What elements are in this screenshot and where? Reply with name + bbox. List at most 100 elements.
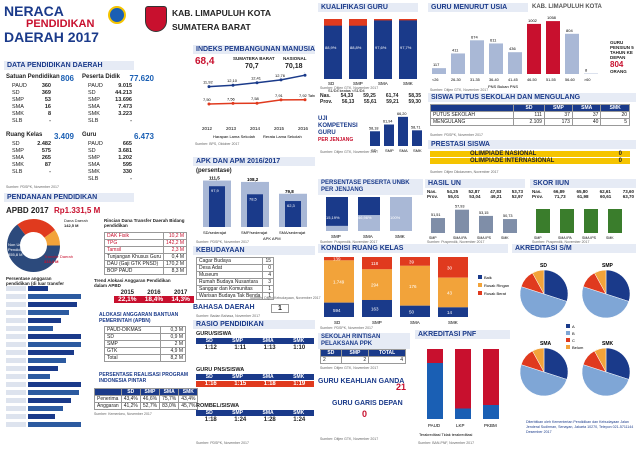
mini-row-cell: 63,70 [622, 194, 634, 199]
putus-col-header: SMP [543, 104, 573, 112]
ukg-category: SMA [399, 148, 408, 153]
apbd-donut-chart [7, 219, 60, 272]
akreditasi-legend-label: Belum [572, 345, 584, 350]
usia-category: 51-55 [546, 78, 556, 82]
prestasi-source: Sumber: Ditjen Dikdasmen, November 2017 [430, 170, 499, 174]
ukg-row-cell: 54,33 [340, 93, 354, 99]
kual-value: 97,6% [375, 45, 387, 50]
title-line2: PENDIDIKAN [26, 18, 95, 30]
rasio-value: 1:16 [204, 381, 217, 387]
siswa-row: SD 44.213 [88, 90, 132, 97]
pnf-category: PAUD [428, 423, 441, 428]
putus-cell: 20 [600, 111, 630, 119]
rincian-row: Tamsil 2,3 M [103, 246, 188, 254]
usia-bar [527, 23, 541, 74]
pct-label-bg [6, 390, 26, 395]
rasio-value: 1:19 [293, 381, 306, 387]
trend-cell: 2017 [173, 290, 188, 296]
ipm-label-bottom: 7,91 [275, 93, 284, 98]
guru-row: SMP 1.202 [88, 155, 132, 162]
satuan-row: SMK 8 [12, 111, 51, 118]
prestasi-cell: OLIMPIADE NASIONAL [470, 151, 537, 157]
satuan-row-label: SMA [12, 104, 24, 110]
kebudayaan-cell: 1 [262, 285, 274, 293]
pct-label-bg [6, 374, 26, 379]
ipm-value: 68,4 [195, 56, 215, 67]
usia-category: 41-45 [508, 78, 518, 82]
ukg-row-cell: 56,13 [341, 99, 355, 105]
ipm-point-bottom [303, 98, 307, 102]
guru-row: SLB - [88, 176, 132, 183]
akreditasi-pie-title: SMA [540, 341, 552, 347]
ipm-label-bottom: 7,58 [251, 96, 260, 101]
apk-bar-chart: 111,5 97,9 SD/sederajat 108,2 78,5 SMP/sedera… [203, 176, 307, 240]
apk-header: APK DAN APM 2016/2017 [193, 157, 315, 166]
mini-row-cell: 62,61 [599, 189, 611, 194]
prestasi-cell: 0 [618, 158, 622, 164]
mini-category: SMA IPA [558, 236, 572, 240]
trend-title: Trend Alokasi Anggaran Pendidikan dalam … [94, 278, 171, 288]
ukg-row-cell: 59,25 [363, 93, 376, 99]
realisasi-cell: 52,7% [139, 402, 161, 410]
ipm-point-bottom [207, 102, 211, 106]
kelas-row: SMP 575 [12, 148, 51, 155]
satuan-row-value: 8 [47, 111, 51, 117]
ipm-sumbar-label: SUMATERA BARAT [233, 56, 275, 61]
kondisi-segment [400, 305, 430, 317]
usia-bar [451, 53, 465, 74]
kebudayaan-row: Sanggar dan Komunitas 1 [195, 285, 274, 293]
rincian-cell: TPG [103, 239, 165, 247]
rasio-value: 1:28 [263, 417, 276, 423]
siswa-row-label: SMP [88, 97, 100, 103]
mini-row-cell: Prov. [532, 194, 543, 199]
bantuan-row: SD 0,9 M [103, 333, 186, 341]
trend-cell: 18,4% [144, 296, 164, 303]
siswa-row-label: SD [88, 90, 96, 96]
kondisi-category: SMK [448, 320, 458, 325]
guru-row-value: 1.202 [118, 155, 132, 161]
guru-label: Guru [82, 132, 97, 138]
kelas-row-label: SMK [12, 162, 24, 168]
region-block: KAB. LIMAPULUH KOTA SUMATERA BARAT [145, 4, 315, 38]
mini-row-cell: 55,01 [447, 194, 460, 199]
kondisi-segment [438, 257, 468, 278]
pct-bar [28, 334, 81, 339]
guru-row-label: SMP [88, 155, 100, 161]
siswa-row: SMA 7.473 [88, 104, 132, 111]
kelas-row-label: SLB [12, 169, 23, 175]
pct-label-bg [6, 406, 26, 411]
pnf-bar-bg [455, 349, 471, 419]
ukg-bar [398, 116, 408, 146]
rincian-cell: 2,3 M [163, 246, 188, 254]
bantuan-cell: 2 M [160, 340, 186, 348]
realisasi-col-header: SD [120, 388, 141, 396]
mini-row-cell: Nas. [532, 189, 542, 194]
putus-row: MENGULANG 2.109 173 40 5 [429, 118, 630, 126]
usia-value: 674 [471, 34, 478, 39]
siswa-row-label: SMK [88, 111, 100, 117]
pct-bar [28, 294, 81, 299]
putus-cell: MENGULANG [429, 118, 515, 126]
pnf-bar [455, 408, 471, 419]
satuan-row: SLB - [12, 118, 51, 125]
ppk-col-header: TOTAL [368, 349, 406, 357]
ipm-nasional-label: NASIONAL [283, 56, 307, 61]
kondisi-value: 39 [409, 259, 415, 264]
kual-value: 88,8% [350, 45, 362, 50]
kual-category: SD [328, 81, 335, 86]
hasil-un-bar-chart: 51,51 SMP 57,93 SMA IPA 53,15 SMA IPS 50,73 SMK [429, 205, 517, 240]
donut-a-label: Non Urusan Pendidikan 855,8 M [8, 242, 30, 257]
pct-bar [28, 350, 74, 355]
apk-source: Sumber: PDSPK, November 2017 [196, 240, 249, 244]
usia-value: 411 [452, 47, 459, 52]
ukg-row-cell: 59,21 [386, 99, 399, 105]
akreditasi-slice [605, 347, 631, 380]
pct-bar [28, 342, 81, 347]
ipm-point-top [303, 73, 307, 77]
rasio-label: GURU/SISWA [196, 331, 232, 337]
siswa-row: SMK 3.223 [88, 111, 132, 118]
data-pendidikan-source: Sumber: PDSPK, November 2017 [6, 185, 59, 189]
siswa-row-label: SMA [88, 104, 100, 110]
kelas-row-value: 2.482 [37, 141, 51, 147]
siswa-row: PAUD 9.015 [88, 83, 132, 90]
